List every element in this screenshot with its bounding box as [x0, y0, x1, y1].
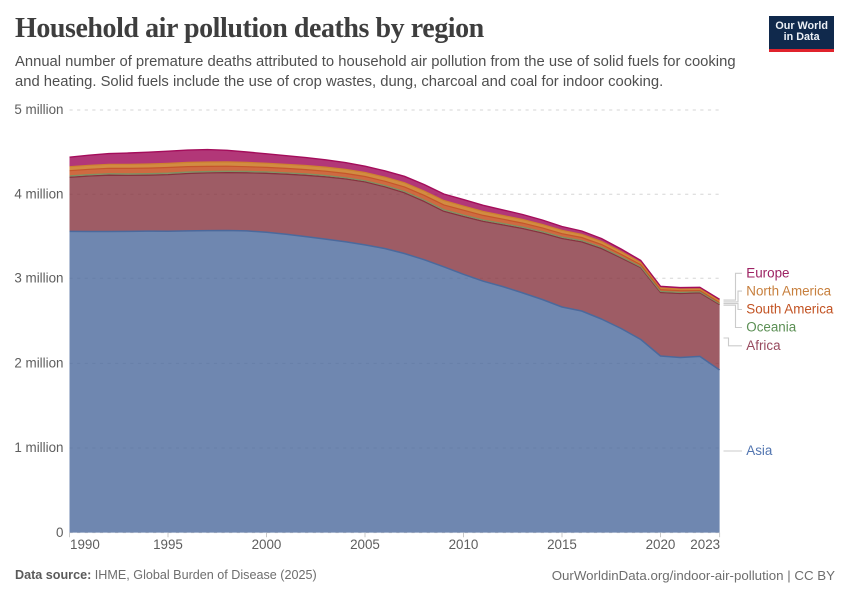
svg-text:Oceania: Oceania: [746, 320, 796, 335]
svg-text:3 million: 3 million: [14, 271, 63, 286]
svg-text:2023: 2023: [690, 537, 720, 552]
svg-text:1990: 1990: [70, 537, 100, 552]
svg-text:1 million: 1 million: [14, 440, 63, 455]
svg-text:4 million: 4 million: [14, 186, 63, 201]
svg-text:Africa: Africa: [746, 338, 781, 353]
svg-text:2015: 2015: [547, 537, 577, 552]
svg-text:Europe: Europe: [746, 266, 789, 281]
svg-text:1995: 1995: [153, 537, 183, 552]
svg-text:2010: 2010: [449, 537, 479, 552]
svg-text:Asia: Asia: [746, 443, 773, 458]
svg-text:2005: 2005: [350, 537, 380, 552]
svg-text:2020: 2020: [646, 537, 676, 552]
svg-text:2 million: 2 million: [14, 356, 63, 371]
svg-text:5 million: 5 million: [14, 102, 63, 117]
svg-text:South America: South America: [746, 302, 834, 317]
svg-text:North America: North America: [746, 283, 831, 298]
svg-text:2000: 2000: [252, 537, 282, 552]
svg-text:0: 0: [56, 525, 63, 540]
